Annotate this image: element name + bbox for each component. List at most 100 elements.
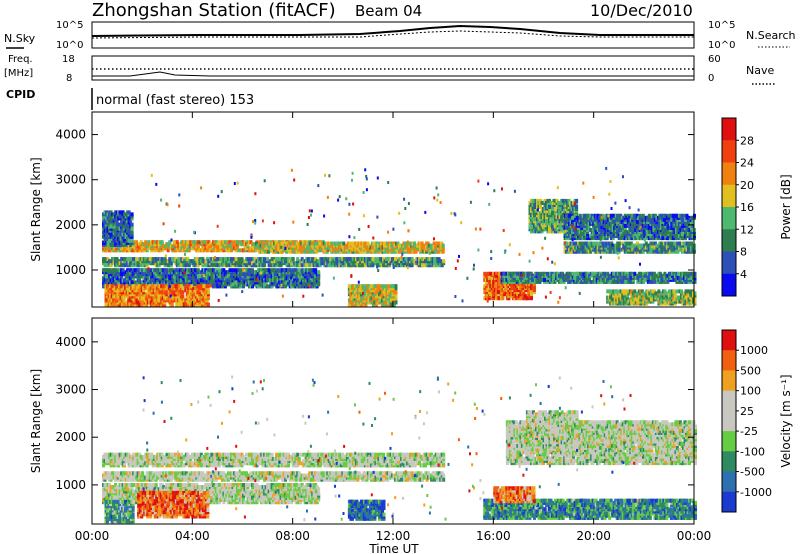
data-cell: [136, 274, 140, 279]
data-cell: [558, 225, 562, 230]
data-cell: [633, 271, 637, 276]
data-cell: [196, 240, 200, 245]
data-cell: [376, 294, 380, 299]
data-cell: [104, 300, 108, 305]
data-cell: [548, 229, 551, 234]
data-cell: [106, 268, 110, 273]
nave-tick-low: 0: [708, 73, 714, 84]
data-cell: [419, 249, 423, 254]
data-cell: [136, 292, 140, 297]
data-cell: [183, 259, 187, 264]
data-cell: [330, 241, 334, 246]
data-cell: [670, 241, 674, 246]
data-cell: [375, 241, 379, 246]
data-cell: [266, 259, 270, 264]
data-cell: [419, 259, 423, 264]
data-cell: [534, 223, 538, 228]
data-cell: [347, 259, 351, 264]
data-cell: [126, 240, 130, 245]
data-cell: [618, 271, 622, 276]
data-cell: [196, 280, 200, 285]
data-cell: [355, 243, 359, 248]
data-cell: [437, 249, 441, 254]
data-cell: [588, 277, 592, 282]
data-cell: [138, 278, 142, 283]
data-cell: [226, 274, 230, 279]
data-cell: [527, 275, 531, 280]
data-cell: [426, 241, 430, 246]
data-cell: [410, 257, 414, 262]
data-cell: [286, 243, 290, 248]
data-cell: [351, 243, 355, 248]
data-cell: [234, 257, 238, 262]
data-cell: [420, 241, 424, 246]
data-cell: [177, 259, 181, 264]
data-cell: [383, 249, 386, 254]
data-cell: [346, 243, 350, 248]
data-cell: [667, 247, 671, 252]
data-cell: [261, 249, 265, 254]
data-cell: [571, 271, 575, 276]
data-cell: [220, 274, 224, 279]
data-cell: [160, 257, 164, 262]
data-cell: [166, 294, 170, 299]
freq-tick-high: 18: [62, 54, 75, 65]
cpid-text: normal (fast stereo) 153: [96, 93, 254, 108]
data-cell: [301, 241, 305, 246]
data-cell: [219, 257, 223, 262]
data-cell: [498, 296, 502, 301]
data-cell: [396, 241, 400, 246]
nsky-tick-low: 10^0: [56, 40, 83, 51]
data-cell: [300, 257, 304, 262]
data-cell: [170, 302, 174, 307]
data-cell: [181, 257, 185, 262]
data-cell: [239, 276, 242, 281]
data-cell: [175, 268, 179, 273]
data-cell: [333, 241, 337, 246]
data-cell: [552, 275, 555, 280]
data-cell: [108, 220, 112, 225]
data-cell: [166, 263, 170, 268]
data-cell: [376, 249, 380, 254]
data-cell: [103, 263, 107, 268]
data-cell: [130, 234, 134, 239]
data-cell: [315, 249, 319, 254]
data-cell: [210, 278, 214, 283]
data-cell: [166, 274, 170, 279]
data-cell: [554, 217, 557, 222]
data-cell: [342, 241, 346, 246]
data-cell: [568, 271, 572, 276]
data-cell: [429, 243, 433, 248]
data-cell: [648, 275, 652, 280]
data-cell: [226, 240, 230, 245]
data-cell: [257, 257, 260, 262]
data-cell: [276, 257, 280, 262]
data-cell: [309, 249, 313, 254]
data-cell: [106, 292, 109, 297]
data-cell: [169, 261, 173, 266]
data-cell: [335, 257, 339, 262]
data-cell: [166, 286, 170, 291]
data-cell: [317, 259, 321, 264]
data-cell: [407, 259, 411, 264]
data-cell: [196, 294, 200, 299]
data-cell: [558, 229, 562, 234]
data-cell: [196, 290, 200, 295]
data-cell: [587, 241, 591, 246]
data-cell: [404, 257, 408, 262]
data-cell: [125, 294, 129, 299]
data-cell: [398, 249, 401, 254]
data-cell: [330, 257, 334, 262]
data-cell: [589, 279, 593, 284]
data-cell: [514, 296, 518, 301]
data-cell: [136, 294, 140, 299]
data-cell: [528, 290, 532, 295]
data-cell: [287, 276, 291, 281]
data-cell: [257, 259, 260, 264]
data-cell: [533, 290, 536, 295]
data-cell: [274, 241, 278, 246]
data-cell: [350, 300, 354, 305]
data-cell: [531, 229, 535, 234]
data-cell: [137, 302, 141, 307]
data-cell: [165, 268, 169, 273]
